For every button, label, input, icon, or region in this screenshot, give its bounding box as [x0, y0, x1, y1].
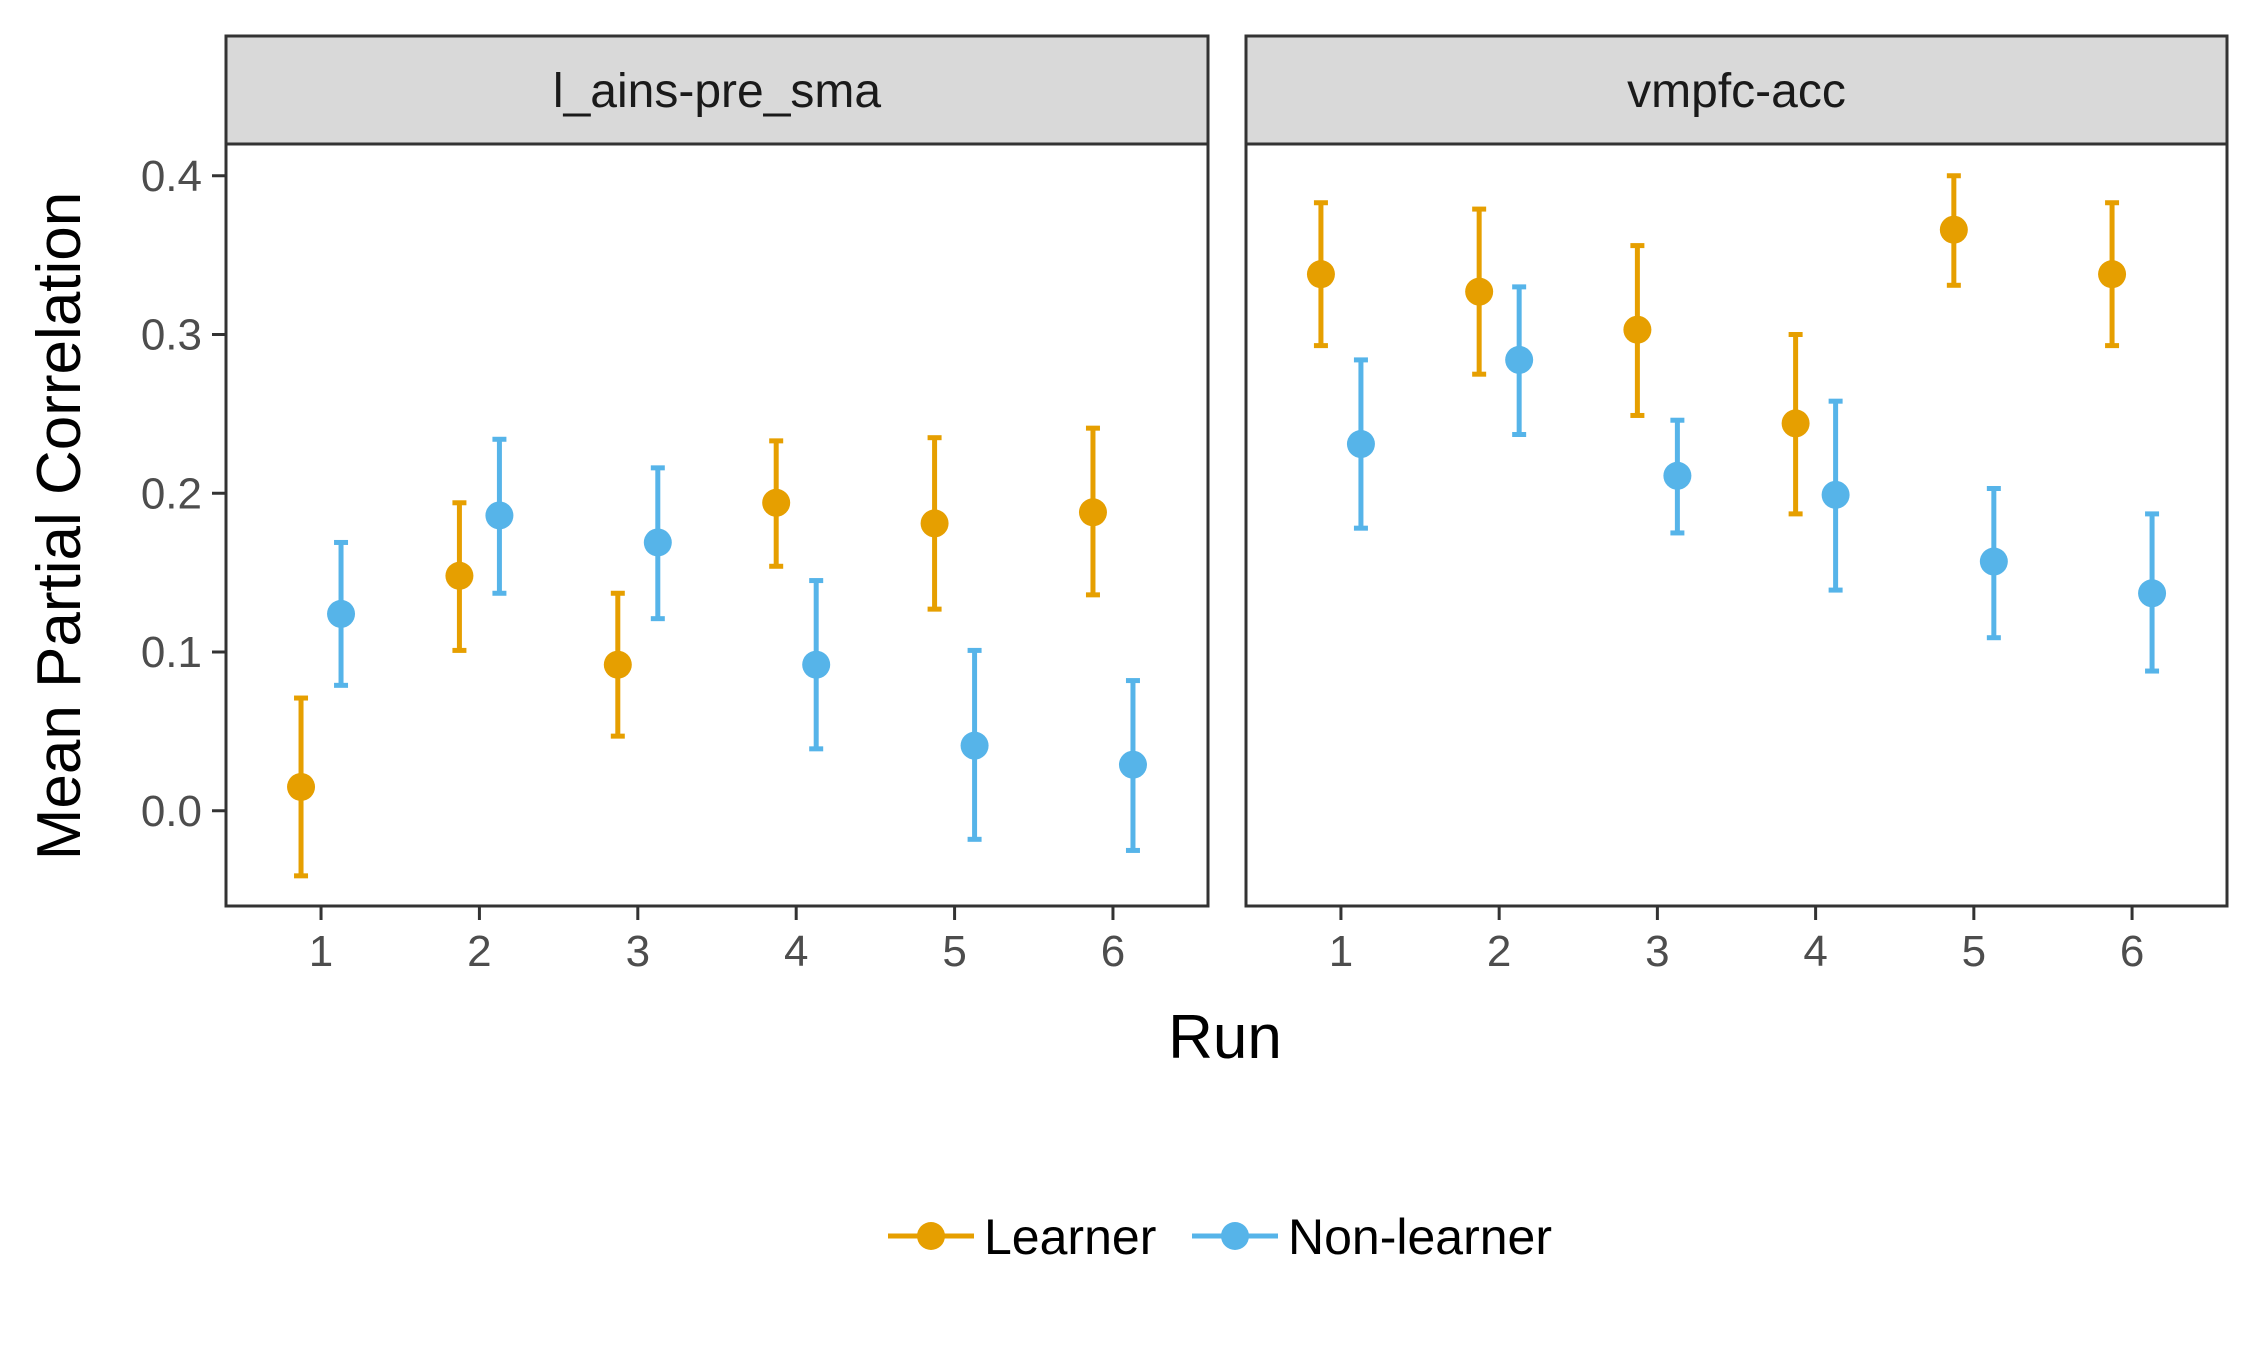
x-tick-label: 3 — [1645, 927, 1669, 976]
x-tick-label: 2 — [1487, 927, 1511, 976]
x-tick-label: 5 — [1962, 927, 1986, 976]
legend-key-point — [917, 1222, 945, 1250]
data-point — [1465, 277, 1494, 306]
x-tick-label: 4 — [1803, 927, 1827, 976]
data-point — [2138, 579, 2167, 608]
data-point — [643, 528, 672, 557]
facet-title: l_ains-pre_sma — [553, 65, 881, 118]
data-point — [762, 488, 791, 517]
y-axis-title: Mean Partial Correlation — [25, 192, 94, 861]
data-point — [1118, 750, 1147, 779]
x-tick-label: 1 — [309, 927, 333, 976]
x-tick-label: 1 — [1329, 927, 1353, 976]
facet-title: vmpfc-acc — [1627, 65, 1846, 118]
data-point — [445, 561, 474, 590]
facet-strip — [224, 34, 1210, 146]
y-tick-label: 0.0 — [141, 787, 202, 836]
x-tick-label: 5 — [942, 927, 966, 976]
data-point — [802, 650, 831, 679]
legend: Learner Non-learner — [888, 1209, 1552, 1265]
data-point — [1939, 215, 1968, 244]
data-point — [1505, 345, 1534, 374]
x-tick-label: 6 — [1101, 927, 1125, 976]
series-learner — [287, 425, 1107, 879]
legend-label: Learner — [984, 1209, 1156, 1265]
data-point — [1663, 461, 1692, 490]
x-tick-label: 2 — [467, 927, 491, 976]
data-point — [485, 501, 514, 530]
series-learner — [1306, 173, 2127, 517]
data-point — [1781, 409, 1810, 438]
x-tick-label: 4 — [784, 927, 808, 976]
facet-strip — [1244, 34, 2229, 146]
x-axis-title: Run — [1168, 1003, 1282, 1072]
data-point — [1623, 315, 1652, 344]
data-point — [920, 509, 949, 538]
facet-panel-2: vmpfc-acc 1 2 3 4 5 6 — [1244, 34, 2229, 976]
data-point — [960, 731, 989, 760]
data-point — [1979, 547, 2008, 576]
series-non-learner — [1346, 284, 2167, 674]
data-point — [1346, 430, 1375, 459]
legend-label: Non-learner — [1288, 1209, 1552, 1265]
panel-border — [1244, 142, 2229, 908]
data-point — [287, 772, 316, 801]
y-tick-label: 0.3 — [141, 311, 202, 360]
series-non-learner — [327, 436, 1147, 853]
data-point — [603, 650, 632, 679]
y-tick-label: 0.1 — [141, 628, 202, 677]
data-point — [1821, 480, 1850, 509]
data-point — [1078, 498, 1107, 527]
y-tick-label: 0.2 — [141, 469, 202, 518]
data-point — [1306, 260, 1335, 289]
data-point — [2098, 260, 2127, 289]
legend-key-point — [1221, 1222, 1249, 1250]
facet-panel-1: l_ains-pre_sma 1 2 3 4 5 6 0.0 0.1 0.2 0.3 0.4 — [141, 34, 1210, 976]
x-tick-label: 3 — [626, 927, 650, 976]
y-tick-label: 0.4 — [141, 152, 202, 201]
panel-border — [224, 142, 1210, 908]
x-tick-label: 6 — [2120, 927, 2144, 976]
data-point — [327, 599, 356, 628]
